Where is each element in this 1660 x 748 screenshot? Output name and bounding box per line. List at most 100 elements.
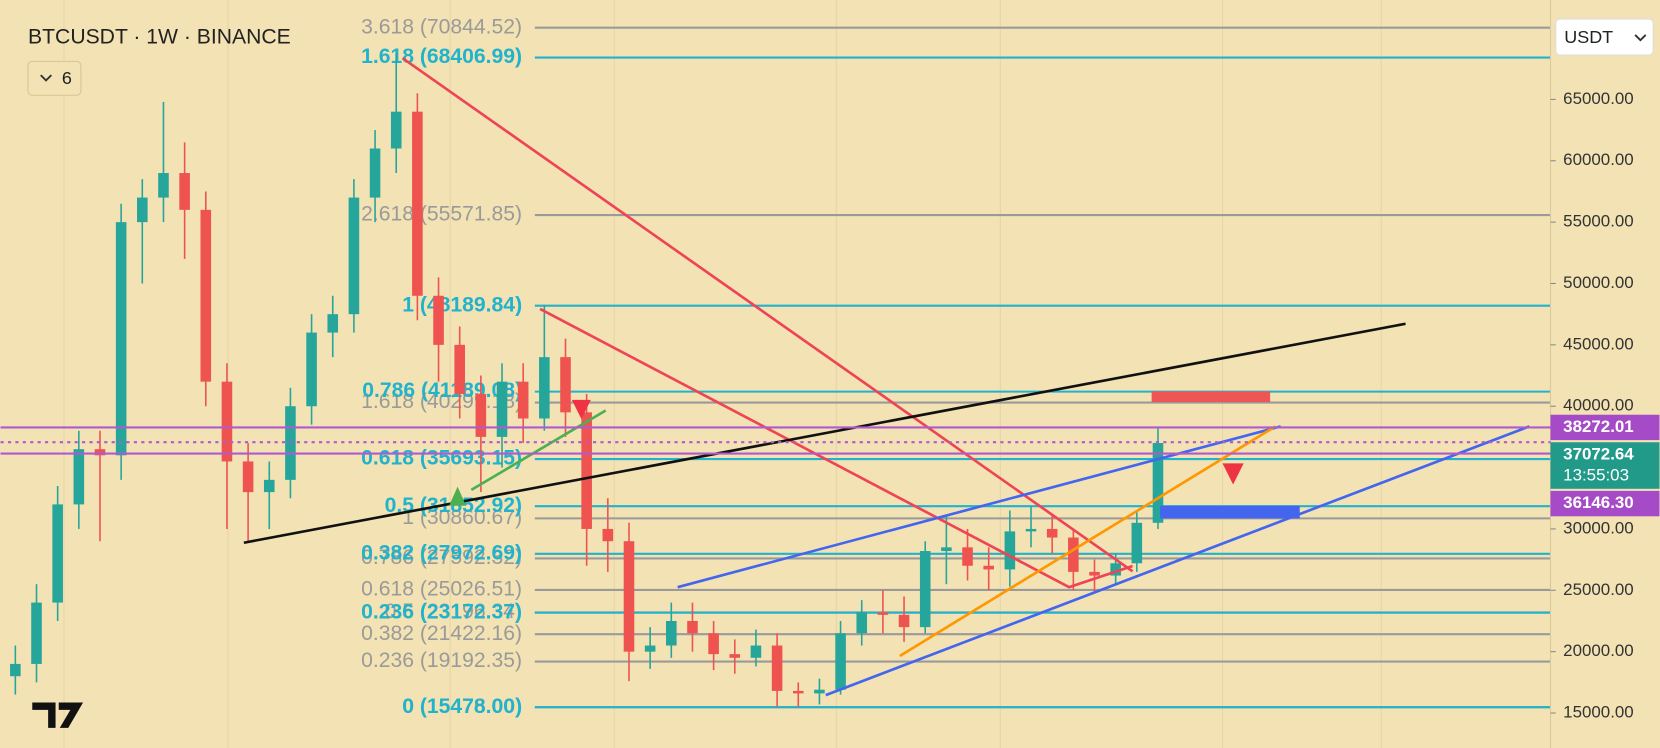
candle-body [1068, 537, 1079, 572]
sell-arrow [1222, 463, 1244, 485]
candle-body [1131, 522, 1143, 564]
candle-body [1046, 528, 1058, 538]
fib-label: 0.236 (23172.37) [361, 600, 522, 623]
candle-body [729, 654, 741, 658]
candle-body [581, 412, 592, 529]
y-tick-label: 30000.00 [1563, 518, 1634, 537]
price-badge [1550, 442, 1660, 489]
y-tick-label: 40000.00 [1563, 396, 1634, 415]
candle-body [983, 565, 994, 570]
candle-body [623, 541, 635, 652]
candle-body [962, 547, 973, 566]
candle-body [1089, 571, 1100, 576]
currency-label: USDT [1564, 27, 1613, 47]
y-tick-label: 20000.00 [1563, 641, 1634, 660]
candle-body [1004, 531, 1016, 570]
y-tick-label: 65000.00 [1563, 89, 1634, 108]
candle-body [433, 295, 444, 345]
sell-arrow [571, 399, 591, 419]
candle-body [771, 645, 783, 691]
y-tick-label: 15000.00 [1563, 702, 1634, 721]
candle-body [666, 620, 677, 646]
candle-body [1152, 443, 1164, 523]
candle-body [644, 645, 656, 652]
chevron [1634, 34, 1647, 42]
fib-label: 1 (48189.84) [402, 293, 522, 316]
candle-body [792, 690, 804, 694]
buy-arrow [449, 486, 467, 506]
candle-body [412, 111, 423, 296]
candle-body [73, 449, 85, 505]
y-tick-label: 25000.00 [1563, 580, 1634, 599]
countdown: 13:55:03 [1563, 466, 1629, 485]
candle-body [560, 357, 571, 413]
candle-body [94, 449, 106, 456]
fib-label: 0 (15478.00) [402, 695, 522, 718]
candle-body [1025, 528, 1037, 532]
candle-body [750, 645, 762, 658]
candle-body [602, 528, 614, 542]
candle-body [941, 547, 952, 552]
candle-body [221, 381, 233, 462]
fib-label: 1.618 (68406.99) [361, 45, 522, 68]
drawings [243, 57, 1530, 697]
candle-body [115, 222, 127, 456]
symbol-title: BTCUSDT · 1W · BINANCE [28, 26, 291, 49]
candle-body [200, 209, 212, 382]
price-badges: 38272.01 37072.64 13:55:03 36146.30 [0, 414, 1660, 517]
fib-label: 0.786 (27592.32) [361, 546, 522, 569]
candle-body [179, 173, 190, 210]
y-tick-label: 60000.00 [1563, 150, 1634, 169]
fib-label: 0.5 (23196.34) [385, 600, 523, 623]
candle-body [898, 614, 910, 628]
candle-body [158, 173, 169, 198]
candle-body [835, 633, 846, 690]
candle-body [263, 479, 275, 493]
price-badge [1550, 490, 1660, 517]
candle-body [496, 381, 508, 437]
candle-body [31, 602, 42, 664]
fib-label: 0.236 (19192.35) [361, 649, 522, 672]
candle-body [475, 393, 487, 437]
fib-label: 0 (15476.00) [402, 695, 522, 718]
candle-body [454, 344, 465, 394]
currency-dropdown[interactable] [1555, 18, 1654, 56]
candle-body [306, 332, 317, 407]
resistance-box [1151, 391, 1271, 403]
tv-logo [32, 702, 84, 728]
price-badge-label: 38272.01 [1563, 417, 1634, 436]
candle-body [517, 381, 529, 419]
candle-body [52, 504, 63, 603]
chevron [40, 74, 52, 82]
vertical-grid [63, 0, 1382, 748]
candle-body [687, 620, 698, 634]
candle-body [327, 314, 339, 333]
fib-label: 0.382 (21422.16) [361, 622, 522, 645]
candle-body [242, 461, 254, 493]
price-badge-label: 37072.64 [1563, 444, 1634, 463]
fib-label: 0.618 (25026.51) [361, 578, 522, 601]
price-badge [1550, 414, 1660, 441]
candle-body [1110, 563, 1121, 576]
price-badge-label: 36146.30 [1563, 493, 1634, 512]
y-tick-label: 55000.00 [1563, 212, 1634, 231]
fib-label: 3.618 (70844.52) [361, 15, 522, 38]
candle-body [390, 111, 402, 149]
candle-body [708, 633, 719, 655]
candle-body [137, 197, 148, 223]
fib-label: 2.618 (55571.85) [361, 203, 522, 226]
candle-body [369, 148, 381, 198]
fib-label: 1 (30860.67) [402, 506, 522, 529]
candle-body [919, 551, 931, 628]
y-tick-label: 45000.00 [1563, 334, 1634, 353]
fib-label: 0.618 (35693.15) [361, 447, 522, 470]
support-box [1160, 505, 1300, 519]
y-tick-label: 50000.00 [1563, 273, 1634, 292]
candle-body [814, 689, 825, 694]
candle-body [10, 663, 21, 677]
indicator-toggle[interactable] [27, 60, 82, 96]
candle-body [877, 612, 889, 615]
